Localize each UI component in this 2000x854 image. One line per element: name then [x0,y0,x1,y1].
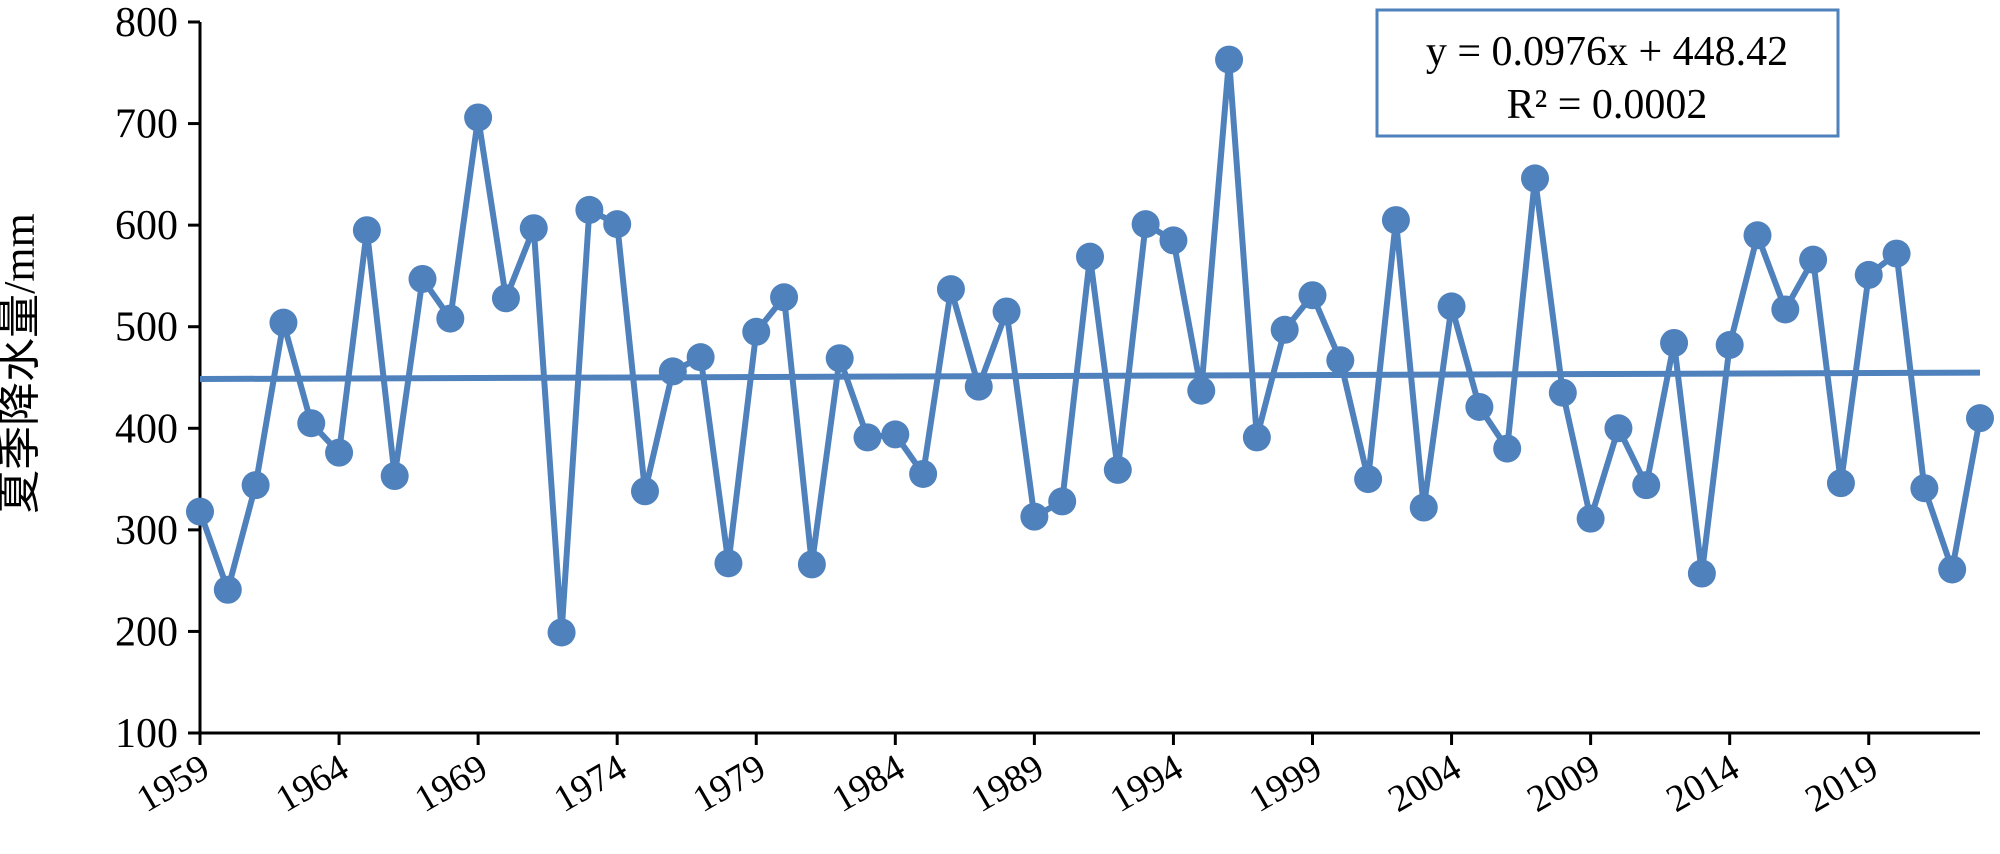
data-point [408,264,437,293]
data-point [269,308,298,337]
data-point [1521,164,1549,193]
y-tick-label: 800 [115,0,178,46]
data-point [631,477,659,506]
data-point [1576,504,1605,533]
data-point [213,575,242,604]
x-tick-label: 1979 [686,746,773,820]
data-point [1966,404,1994,433]
series-line [197,59,1983,633]
data-point [909,459,938,488]
y-tick-label: 500 [115,305,178,351]
y-axis-label: 夏季降水量/mm [0,213,44,514]
data-point [742,317,771,346]
data-point [964,372,993,401]
data-point [1298,281,1327,310]
data-point [1354,465,1383,494]
x-axis-ticks: 1959 1964 1969 1974 1979 1984 1989 1994 1999 2004… [130,733,1885,821]
data-point [380,462,409,491]
data-point [1938,555,1967,584]
data-point [992,297,1021,326]
equation-box-border [1375,8,1840,138]
data-point [1826,469,1855,498]
data-point [658,357,687,386]
y-tick-label: 200 [115,609,178,655]
trend-equation: y = 0.0976x + 448.42 [1426,29,1788,75]
data-point [1215,45,1244,74]
x-tick-label: 2004 [1381,746,1468,820]
data-point [1854,260,1883,289]
data-point [1437,292,1466,321]
data-point [1103,455,1132,484]
x-tick-label: 1969 [408,746,495,820]
data-point [881,420,910,449]
data-point [603,210,632,239]
data-point [436,304,465,333]
data-point [853,423,882,452]
x-tick-label: 1964 [269,746,356,820]
y-tick-label: 700 [115,102,178,148]
data-point [1882,239,1911,268]
x-tick-label: 1989 [964,746,1051,820]
data-point [325,438,354,467]
data-point [352,216,381,245]
x-tick-label: 1994 [1103,746,1190,820]
x-tick-label: 1974 [547,746,634,820]
data-point [825,344,854,373]
data-point [1159,226,1188,255]
data-point [1771,295,1800,324]
data-point [1242,423,1271,452]
data-point [1131,210,1160,239]
data-point [770,283,799,312]
data-point [1493,434,1522,463]
data-point [1632,471,1661,500]
data-point [1048,487,1077,516]
data-point [1799,245,1828,274]
data-point [1910,474,1939,503]
data-point [1604,414,1633,443]
data-point [1743,221,1772,250]
data-point [491,284,520,313]
data-point [241,471,270,500]
y-tick-label: 100 [115,711,178,757]
x-tick-label: 2009 [1520,746,1607,820]
data-point [714,549,743,578]
data-point [186,497,214,526]
data-point [1687,559,1716,588]
trend-line [199,369,1981,383]
data-point [297,409,326,438]
data-point [686,343,715,372]
data-point [1715,330,1744,359]
data-point [797,550,826,579]
data-point [1409,493,1438,522]
data-point [1187,376,1216,405]
data-point [1326,346,1355,375]
data-point [547,618,576,647]
x-tick-label: 2019 [1798,746,1885,820]
data-point [1548,378,1577,407]
x-tick-label: 1959 [130,746,217,820]
data-point [1076,242,1104,271]
y-tick-label: 300 [115,508,178,554]
x-tick-label: 1984 [825,746,912,820]
data-point [575,195,604,224]
x-tick-label: 2014 [1659,746,1746,820]
data-point [464,103,493,132]
data-point [1660,328,1689,357]
y-axis-ticks: 100 200 300 400 500 600 700 800 [115,0,200,757]
y-tick-label: 400 [115,406,178,452]
trend-equation-box: y = 0.0976x + 448.42 R² = 0.0002 [1375,8,1840,138]
data-point [1381,206,1410,235]
data-points [186,45,1994,647]
r-squared: R² = 0.0002 [1507,82,1708,128]
data-point [1270,315,1299,344]
data-point [519,214,548,243]
data-point [1020,502,1049,531]
data-point [936,275,965,304]
y-tick-label: 600 [115,203,178,249]
data-point [1465,392,1494,421]
x-tick-label: 1999 [1242,746,1329,820]
